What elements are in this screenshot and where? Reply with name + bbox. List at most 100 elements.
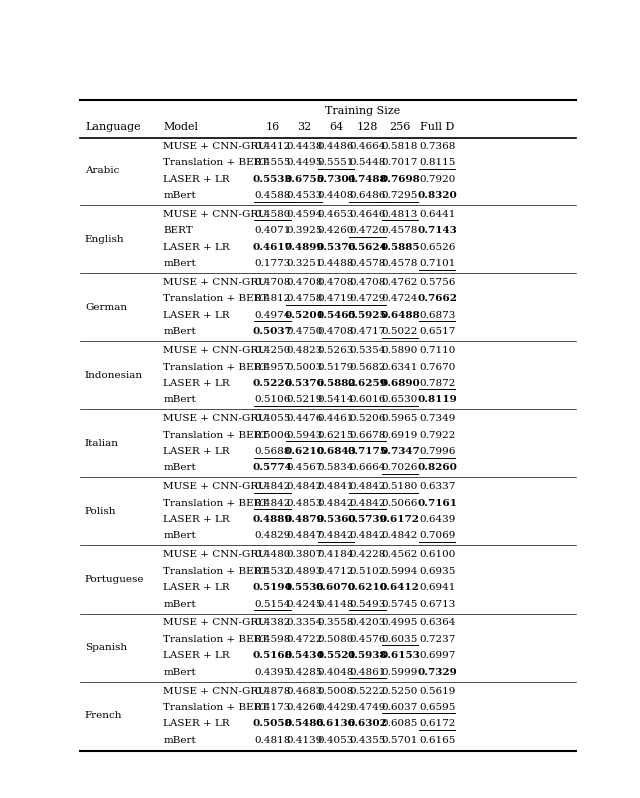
Text: 0.5624: 0.5624 xyxy=(348,243,388,251)
Text: LASER + LR: LASER + LR xyxy=(163,175,230,184)
Text: 0.5943: 0.5943 xyxy=(286,431,323,440)
Text: 0.5938: 0.5938 xyxy=(348,651,387,660)
Text: 0.4842: 0.4842 xyxy=(349,531,386,540)
Text: 0.4053: 0.4053 xyxy=(317,736,354,745)
Text: 0.5222: 0.5222 xyxy=(349,686,386,696)
Text: 0.5434: 0.5434 xyxy=(284,651,324,660)
Text: mBert: mBert xyxy=(163,736,196,745)
Text: 0.5882: 0.5882 xyxy=(316,379,356,388)
Text: 0.4724: 0.4724 xyxy=(381,294,418,303)
Text: 0.6337: 0.6337 xyxy=(419,482,455,492)
Text: 0.4486: 0.4486 xyxy=(317,142,354,151)
Text: 0.4228: 0.4228 xyxy=(349,551,386,559)
Text: 0.5688: 0.5688 xyxy=(254,447,291,456)
Text: mBert: mBert xyxy=(163,668,196,677)
Text: 0.4879: 0.4879 xyxy=(284,515,324,524)
Text: Language: Language xyxy=(85,122,141,132)
Text: 0.4395: 0.4395 xyxy=(254,668,291,677)
Text: mBert: mBert xyxy=(163,259,196,268)
Text: LASER + LR: LASER + LR xyxy=(163,311,230,320)
Text: 0.5022: 0.5022 xyxy=(381,327,418,336)
Text: 0.4712: 0.4712 xyxy=(317,567,354,576)
Text: 0.4139: 0.4139 xyxy=(286,736,323,745)
Text: 0.4818: 0.4818 xyxy=(254,736,291,745)
Text: 0.4260: 0.4260 xyxy=(286,703,323,712)
Text: LASER + LR: LASER + LR xyxy=(163,243,230,251)
Text: 0.4580: 0.4580 xyxy=(254,210,291,219)
Text: 0.4889: 0.4889 xyxy=(253,515,292,524)
Text: 0.6678: 0.6678 xyxy=(349,431,386,440)
Text: 0.4148: 0.4148 xyxy=(317,599,354,609)
Text: 0.6713: 0.6713 xyxy=(419,599,455,609)
Text: 0.5925: 0.5925 xyxy=(348,311,387,320)
Text: 0.4861: 0.4861 xyxy=(349,668,386,677)
Text: 0.4842: 0.4842 xyxy=(349,499,386,508)
Text: LASER + LR: LASER + LR xyxy=(163,379,230,388)
Text: 0.4708: 0.4708 xyxy=(254,278,291,287)
Text: 0.6488: 0.6488 xyxy=(380,311,420,320)
Text: 0.6016: 0.6016 xyxy=(349,395,386,405)
Text: 0.3558: 0.3558 xyxy=(317,618,354,627)
Text: 0.5226: 0.5226 xyxy=(253,379,292,388)
Text: Translation + BERT: Translation + BERT xyxy=(163,362,269,372)
Text: 0.4480: 0.4480 xyxy=(254,551,291,559)
Text: 0.5999: 0.5999 xyxy=(381,668,418,677)
Text: MUSE + CNN-GRU: MUSE + CNN-GRU xyxy=(163,482,268,492)
Text: 0.7698: 0.7698 xyxy=(380,175,420,184)
Text: 0.5885: 0.5885 xyxy=(380,243,420,251)
Text: 0.6517: 0.6517 xyxy=(419,327,455,336)
Text: mBert: mBert xyxy=(163,599,196,609)
Text: 0.5154: 0.5154 xyxy=(254,599,291,609)
Text: 0.5682: 0.5682 xyxy=(349,362,386,372)
Text: Translation + BERT: Translation + BERT xyxy=(163,635,269,644)
Text: 0.4617: 0.4617 xyxy=(253,243,292,251)
Text: 0.7017: 0.7017 xyxy=(381,158,418,168)
Text: 0.4722: 0.4722 xyxy=(286,635,323,644)
Text: 0.4842: 0.4842 xyxy=(286,482,323,492)
Text: 0.4758: 0.4758 xyxy=(286,294,323,303)
Text: 0.5102: 0.5102 xyxy=(349,567,386,576)
Text: 0.8320: 0.8320 xyxy=(417,191,457,200)
Text: 0.5194: 0.5194 xyxy=(253,583,292,592)
Text: 0.8115: 0.8115 xyxy=(419,158,455,168)
Text: 0.5180: 0.5180 xyxy=(381,482,418,492)
Text: 0.7295: 0.7295 xyxy=(381,191,418,200)
Text: mBert: mBert xyxy=(163,191,196,200)
Text: 0.7996: 0.7996 xyxy=(419,447,455,456)
Text: 0.5354: 0.5354 xyxy=(349,346,386,355)
Text: 0.3354: 0.3354 xyxy=(286,618,323,627)
Text: 0.5201: 0.5201 xyxy=(284,311,324,320)
Text: 0.4842: 0.4842 xyxy=(381,531,418,540)
Text: 0.4578: 0.4578 xyxy=(381,259,418,268)
Text: 0.4533: 0.4533 xyxy=(286,191,323,200)
Text: 0.4576: 0.4576 xyxy=(349,635,386,644)
Text: 0.7488: 0.7488 xyxy=(348,175,387,184)
Text: 0.7110: 0.7110 xyxy=(419,346,455,355)
Text: 0.6439: 0.6439 xyxy=(419,515,455,524)
Text: 0.5533: 0.5533 xyxy=(253,175,292,184)
Text: 0.4683: 0.4683 xyxy=(286,686,323,696)
Text: 0.6136: 0.6136 xyxy=(316,719,356,729)
Text: 0.6890: 0.6890 xyxy=(380,379,420,388)
Text: 0.5008: 0.5008 xyxy=(317,686,354,696)
Text: 0.6341: 0.6341 xyxy=(381,362,418,372)
Text: 0.5106: 0.5106 xyxy=(254,395,291,405)
Text: 0.7347: 0.7347 xyxy=(380,447,420,456)
Text: 0.6941: 0.6941 xyxy=(419,583,455,592)
Text: 0.4578: 0.4578 xyxy=(381,227,418,235)
Text: 0.4578: 0.4578 xyxy=(349,259,386,268)
Text: 0.6364: 0.6364 xyxy=(419,618,455,627)
Text: 0.7368: 0.7368 xyxy=(419,142,455,151)
Text: BERT: BERT xyxy=(163,227,193,235)
Text: 0.4717: 0.4717 xyxy=(349,327,386,336)
Text: 0.8260: 0.8260 xyxy=(417,464,457,472)
Text: 0.7143: 0.7143 xyxy=(417,227,457,235)
Text: 0.5493: 0.5493 xyxy=(349,599,386,609)
Text: LASER + LR: LASER + LR xyxy=(163,447,230,456)
Text: 0.7349: 0.7349 xyxy=(419,414,455,423)
Text: 0.5003: 0.5003 xyxy=(286,362,323,372)
Text: Arabic: Arabic xyxy=(85,167,119,176)
Text: Full D: Full D xyxy=(420,122,454,132)
Text: 0.5701: 0.5701 xyxy=(381,736,418,745)
Text: 0.5465: 0.5465 xyxy=(316,311,356,320)
